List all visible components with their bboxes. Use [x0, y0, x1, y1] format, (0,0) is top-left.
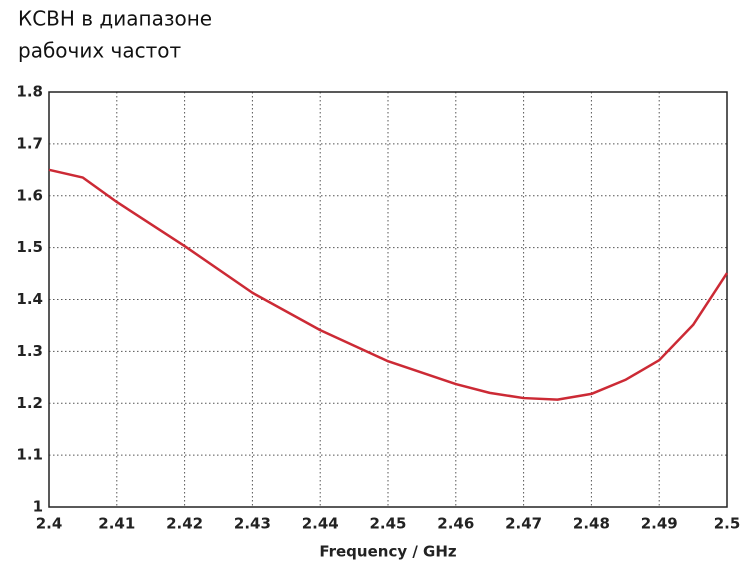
- x-tick-label: 2.47: [505, 515, 542, 533]
- chart-title: рабочих частот: [18, 39, 181, 63]
- x-tick-label: 2.44: [302, 515, 339, 533]
- x-tick-label: 2.5: [714, 515, 741, 533]
- y-tick-label: 1: [33, 498, 43, 516]
- x-tick-label: 2.49: [641, 515, 678, 533]
- chart-title: КСВН в диапазоне: [18, 7, 212, 31]
- x-tick-label: 2.46: [437, 515, 474, 533]
- x-tick-label: 2.48: [573, 515, 610, 533]
- y-tick-label: 1.6: [16, 186, 43, 204]
- y-tick-label: 1.1: [16, 446, 43, 464]
- x-tick-label: 2.41: [98, 515, 135, 533]
- y-tick-label: 1.2: [16, 394, 43, 412]
- y-tick-label: 1.4: [16, 290, 43, 308]
- x-tick-label: 2.45: [369, 515, 406, 533]
- y-tick-label: 1.5: [16, 238, 43, 256]
- x-tick-label: 2.42: [166, 515, 203, 533]
- y-tick-label: 1.7: [16, 134, 43, 152]
- x-axis-label: Frequency / GHz: [319, 543, 457, 561]
- x-tick-label: 2.4: [36, 515, 63, 533]
- data-line: [48, 168, 729, 401]
- plot-frame: [48, 91, 728, 508]
- y-tick-label: 1.8: [16, 83, 43, 101]
- y-tick-label: 1.3: [16, 342, 43, 360]
- x-tick-label: 2.43: [234, 515, 271, 533]
